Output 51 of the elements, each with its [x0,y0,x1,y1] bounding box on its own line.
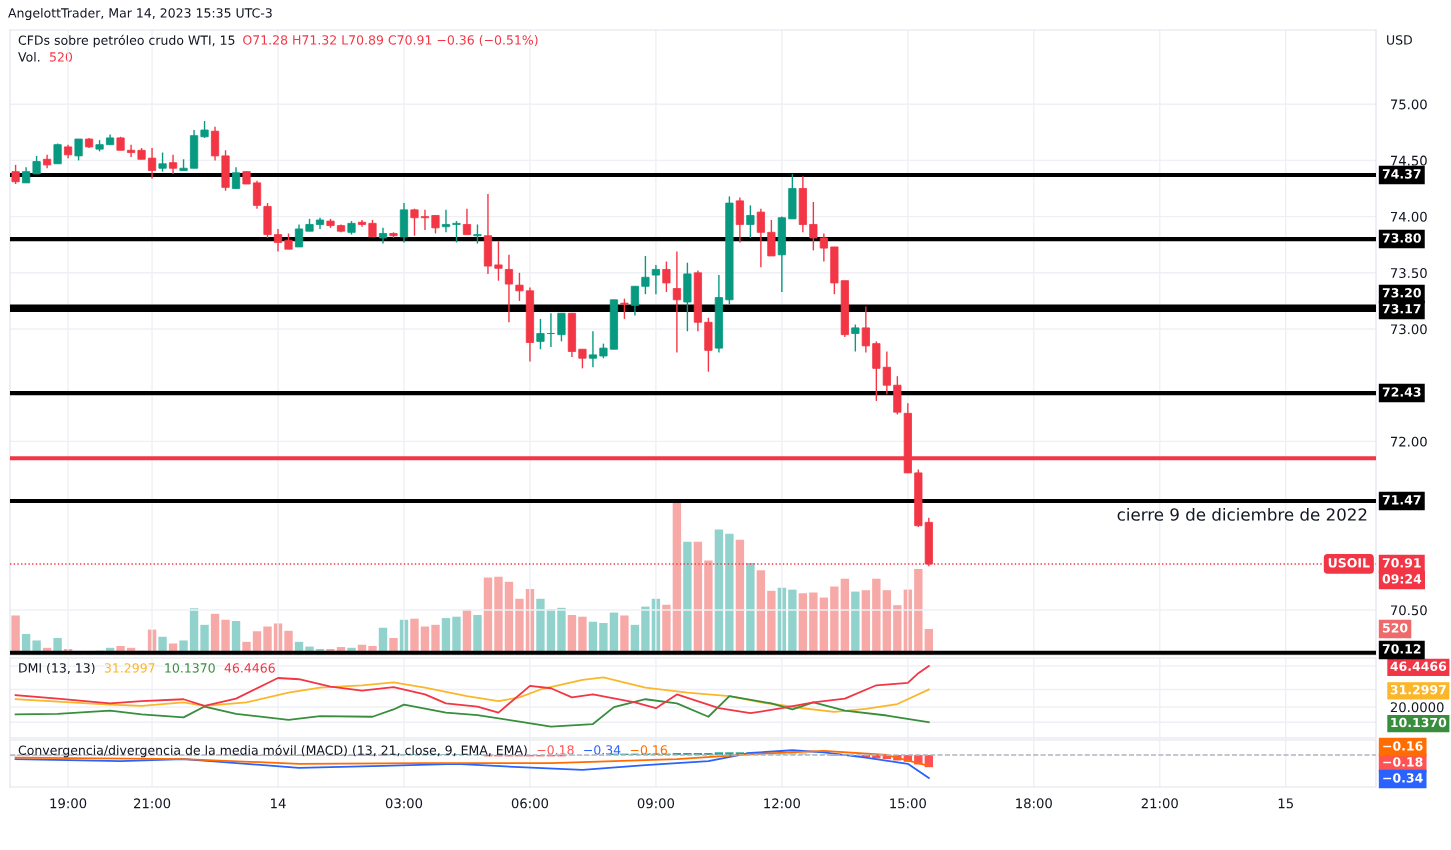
text: −0.16 [1383,741,1423,751]
text: 09:24 [1382,574,1422,584]
x-tick-label: 09:00 [637,798,675,809]
x-tick-label: 21:00 [1141,798,1178,809]
annotation: −0.34 [584,745,621,755]
chart-title: DMI (13, 13) [19,662,95,675]
x-tick-label: 14 [271,798,286,809]
y-tick-label: 46.4466 [1390,661,1447,671]
x-tick-label: 21:00 [134,798,171,809]
text: −0.18 [1383,757,1423,767]
ref-line-label: 70.12 [1382,644,1421,654]
y-tick-label: 10.1370 [1391,717,1447,728]
y-tick-label: 70.50 [1390,605,1427,616]
ref-line-label: 74.37 [1382,169,1421,179]
x-tick-label: 12:00 [764,798,801,809]
text: 46.4466 [224,663,275,673]
x-tick-label: 06:00 [511,798,549,809]
y-tick-label: 74.50 [1390,155,1427,166]
chart-title: Convergencia/divergencia de la media móvil (MACD) (13, 21, close, 9, EMA, EMA) [18,744,527,758]
ref-line-label: 70.91 [1382,558,1421,568]
x-tick-label: 15 [1278,798,1293,809]
x-tick-label: 18:00 [1016,798,1052,809]
text: 520 [1382,623,1408,633]
annotation: −0.16 [630,745,668,755]
y-tick-label: 31.2997 [1390,684,1446,695]
x-tick-label: 03:00 [385,798,423,809]
ref-line-label: 73.20 [1382,288,1421,298]
y-tick-label: 75.00 [1390,99,1427,110]
y-axis-title: USD [1387,35,1412,45]
ref-line-label: 72.43 [1382,387,1421,397]
y-tick-label: 72.00 [1390,436,1427,447]
ref-line-label: 73.80 [1382,233,1421,243]
text: 520 [49,52,73,62]
annotation: −0.18 [537,745,574,755]
annotation: USOIL [1328,558,1370,568]
x-tick-label: 15:00 [890,798,926,809]
annotation: cierre 9 de diciembre de 2022 [1117,507,1367,521]
text: −0.34 [1383,773,1423,783]
text: 31.2997 [104,663,155,673]
x-tick-label: 19:00 [50,798,87,809]
y-tick-label: 73.50 [1390,268,1427,279]
ref-line-label: 71.47 [1382,495,1421,505]
y-tick-label: 74.00 [1390,211,1427,222]
y-tick-label: 73.00 [1390,324,1427,335]
chart-title: Vol. [18,51,40,62]
text: 10.1370 [165,663,215,673]
chart-title: CFDs sobre petróleo crudo WTI, 15 [18,34,235,48]
y-tick-label: 20.0000 [1390,702,1444,713]
text: AngelottTrader, Mar 14, 2023 15:35 UTC-3 [8,7,272,21]
chart-subtitle: O71.28 H71.32 L70.89 C70.91 −0.36 (−0.51%) [243,34,538,47]
ref-line-label: 73.17 [1382,304,1421,314]
